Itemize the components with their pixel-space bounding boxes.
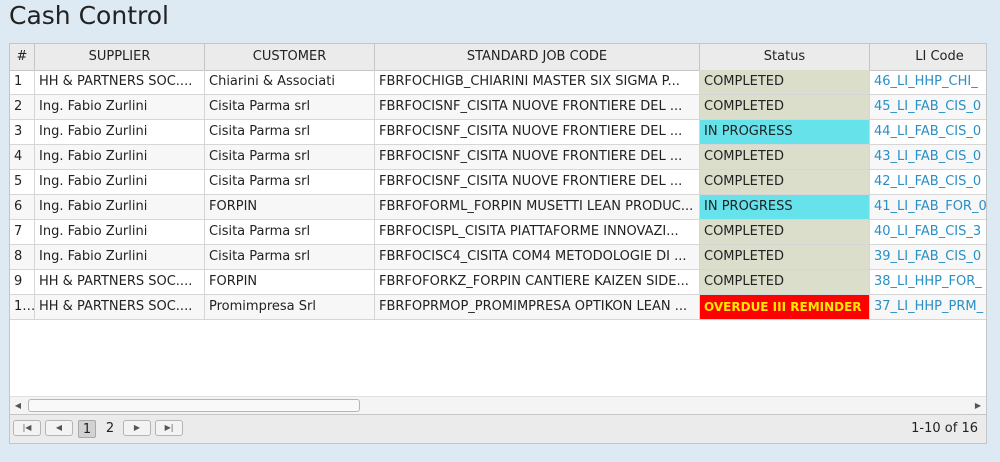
table-row[interactable]: 10 HH & PARTNERS SOC.... Promimpresa Srl FB… — [10, 295, 986, 320]
customer-cell: Cisita Parma srl — [205, 170, 375, 195]
customer-cell: Cisita Parma srl — [205, 120, 375, 145]
page-title: Cash Control — [9, 1, 169, 30]
status-cell: COMPLETED — [700, 245, 870, 270]
job-code-cell: FBRFOCISNF_CISITA NUOVE FRONTIERE DEL ..… — [375, 170, 700, 195]
data-grid: # SUPPLIER CUSTOMER STANDARD JOB CODE St… — [9, 43, 987, 444]
row-number-cell: 5 — [10, 170, 35, 195]
status-cell: COMPLETED — [700, 220, 870, 245]
li-code-link[interactable]: 41_LI_FAB_FOR_0 — [870, 195, 986, 220]
supplier-cell: Ing. Fabio Zurlini — [35, 145, 205, 170]
status-cell: IN PROGRESS — [700, 120, 870, 145]
table-row[interactable]: 9 HH & PARTNERS SOC.... FORPIN FBRFOFORKZ_F… — [10, 270, 986, 295]
next-page-button[interactable]: ▶ — [123, 420, 151, 436]
job-code-cell: FBRFOFORML_FORPIN MUSETTI LEAN PRODUC... — [375, 195, 700, 220]
status-cell: COMPLETED — [700, 95, 870, 120]
row-number-cell: 1 — [10, 70, 35, 95]
customer-cell: Cisita Parma srl — [205, 220, 375, 245]
page-number-1[interactable]: 1 — [78, 420, 96, 438]
table-row[interactable]: 2 Ing. Fabio Zurlini Cisita Parma srl FBRFO… — [10, 95, 986, 120]
scroll-right-icon[interactable]: ▶ — [974, 401, 982, 410]
supplier-cell: HH & PARTNERS SOC.... — [35, 270, 205, 295]
row-number-cell: 7 — [10, 220, 35, 245]
job-code-cell: FBRFOCHIGB_CHIARINI MASTER SIX SIGMA P..… — [375, 70, 700, 95]
customer-cell: Chiarini & Associati — [205, 70, 375, 95]
li-code-link[interactable]: 44_LI_FAB_CIS_0 — [870, 120, 986, 145]
next-page-icon: ▶ — [133, 423, 141, 432]
row-number-cell: 9 — [10, 270, 35, 295]
li-code-link[interactable]: 42_LI_FAB_CIS_0 — [870, 170, 986, 195]
customer-cell: FORPIN — [205, 270, 375, 295]
row-number-cell: 10 — [10, 295, 35, 320]
table-row[interactable]: 8 Ing. Fabio Zurlini Cisita Parma srl FBRFO… — [10, 245, 986, 270]
prev-page-icon: ◀ — [55, 423, 63, 432]
prev-page-button[interactable]: ◀ — [45, 420, 73, 436]
column-header-supplier[interactable]: SUPPLIER — [35, 44, 205, 70]
supplier-cell: Ing. Fabio Zurlini — [35, 120, 205, 145]
li-code-link[interactable]: 37_LI_HHP_PRM_ — [870, 295, 986, 320]
status-cell: OVERDUE III REMINDER — [700, 295, 870, 320]
supplier-cell: Ing. Fabio Zurlini — [35, 170, 205, 195]
status-cell: COMPLETED — [700, 145, 870, 170]
page-number-2[interactable]: 2 — [105, 421, 115, 436]
status-cell: COMPLETED — [700, 270, 870, 295]
supplier-cell: HH & PARTNERS SOC.... — [35, 295, 205, 320]
job-code-cell: FBRFOPRMOP_PROMIMPRESA OPTIKON LEAN ... — [375, 295, 700, 320]
scrollbar-thumb[interactable] — [28, 399, 360, 412]
customer-cell: Cisita Parma srl — [205, 145, 375, 170]
customer-cell: FORPIN — [205, 195, 375, 220]
job-code-cell: FBRFOCISC4_CISITA COM4 METODOLOGIE DI ..… — [375, 245, 700, 270]
first-page-button[interactable]: |◀ — [13, 420, 41, 436]
li-code-link[interactable]: 46_LI_HHP_CHI_ — [870, 70, 986, 95]
grid-body: 1 HH & PARTNERS SOC.... Chiarini & Associa… — [10, 70, 986, 320]
column-header-li-code[interactable]: LI Code — [870, 44, 986, 70]
table-row[interactable]: 7 Ing. Fabio Zurlini Cisita Parma srl FBRFO… — [10, 220, 986, 245]
horizontal-scrollbar[interactable]: ◀ ▶ — [10, 396, 986, 415]
column-header-status[interactable]: Status — [700, 44, 870, 70]
table-row[interactable]: 5 Ing. Fabio Zurlini Cisita Parma srl FBRFO… — [10, 170, 986, 195]
scroll-left-icon[interactable]: ◀ — [14, 401, 22, 410]
status-cell: IN PROGRESS — [700, 195, 870, 220]
supplier-cell: Ing. Fabio Zurlini — [35, 95, 205, 120]
table-row[interactable]: 3 Ing. Fabio Zurlini Cisita Parma srl FBRFO… — [10, 120, 986, 145]
job-code-cell: FBRFOCISPL_CISITA PIATTAFORME INNOVAZI..… — [375, 220, 700, 245]
table-row[interactable]: 4 Ing. Fabio Zurlini Cisita Parma srl FBRFO… — [10, 145, 986, 170]
column-header-customer[interactable]: CUSTOMER — [205, 44, 375, 70]
table-row[interactable]: 6 Ing. Fabio Zurlini FORPIN FBRFOFORML_FORP… — [10, 195, 986, 220]
row-number-cell: 4 — [10, 145, 35, 170]
status-cell: COMPLETED — [700, 70, 870, 95]
row-number-cell: 3 — [10, 120, 35, 145]
li-code-link[interactable]: 39_LI_FAB_CIS_0 — [870, 245, 986, 270]
row-number-cell: 2 — [10, 95, 35, 120]
last-page-icon: ▶| — [164, 423, 174, 432]
li-code-link[interactable]: 38_LI_HHP_FOR_ — [870, 270, 986, 295]
row-number-cell: 8 — [10, 245, 35, 270]
li-code-link[interactable]: 40_LI_FAB_CIS_3 — [870, 220, 986, 245]
job-code-cell: FBRFOCISNF_CISITA NUOVE FRONTIERE DEL ..… — [375, 145, 700, 170]
supplier-cell: Ing. Fabio Zurlini — [35, 195, 205, 220]
column-header-job-code[interactable]: STANDARD JOB CODE — [375, 44, 700, 70]
pager-info: 1-10 of 16 — [911, 421, 978, 436]
supplier-cell: HH & PARTNERS SOC.... — [35, 70, 205, 95]
customer-cell: Cisita Parma srl — [205, 245, 375, 270]
last-page-button[interactable]: ▶| — [155, 420, 183, 436]
grid-header: # SUPPLIER CUSTOMER STANDARD JOB CODE St… — [10, 44, 986, 71]
li-code-link[interactable]: 43_LI_FAB_CIS_0 — [870, 145, 986, 170]
pager: |◀ ◀ 1 2 ▶ ▶| 1-10 of 16 — [10, 414, 986, 443]
job-code-cell: FBRFOCISNF_CISITA NUOVE FRONTIERE DEL ..… — [375, 120, 700, 145]
first-page-icon: |◀ — [22, 423, 32, 432]
table-row[interactable]: 1 HH & PARTNERS SOC.... Chiarini & Associa… — [10, 70, 986, 95]
supplier-cell: Ing. Fabio Zurlini — [35, 245, 205, 270]
supplier-cell: Ing. Fabio Zurlini — [35, 220, 205, 245]
job-code-cell: FBRFOFORKZ_FORPIN CANTIERE KAIZEN SIDE..… — [375, 270, 700, 295]
column-header-number[interactable]: # — [10, 44, 35, 70]
customer-cell: Promimpresa Srl — [205, 295, 375, 320]
customer-cell: Cisita Parma srl — [205, 95, 375, 120]
li-code-link[interactable]: 45_LI_FAB_CIS_0 — [870, 95, 986, 120]
job-code-cell: FBRFOCISNF_CISITA NUOVE FRONTIERE DEL ..… — [375, 95, 700, 120]
row-number-cell: 6 — [10, 195, 35, 220]
status-cell: COMPLETED — [700, 170, 870, 195]
